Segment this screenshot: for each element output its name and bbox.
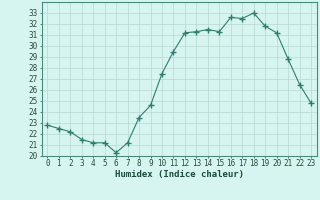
X-axis label: Humidex (Indice chaleur): Humidex (Indice chaleur) [115, 170, 244, 179]
